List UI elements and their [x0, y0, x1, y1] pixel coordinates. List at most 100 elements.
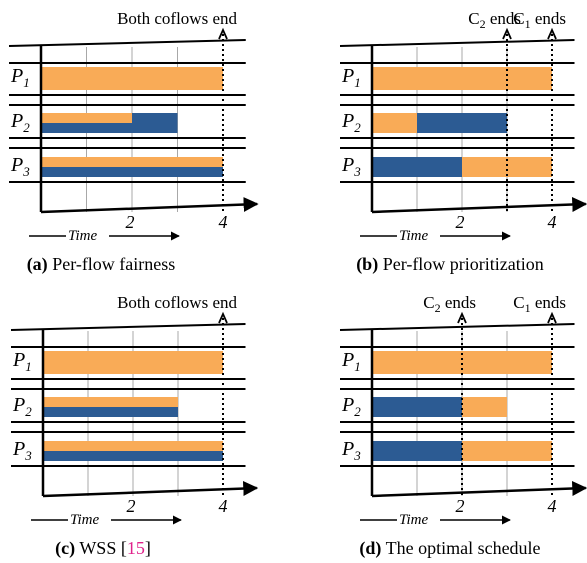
- schedule-bar-p2-orange: [462, 397, 507, 417]
- row-label-p2: P2: [341, 394, 361, 419]
- row-label-subscript: 3: [353, 448, 361, 463]
- tick-label-2: 2: [127, 496, 136, 516]
- schedule-bar-p1-orange: [372, 351, 552, 374]
- schedule-bar-p3-orange: [41, 157, 223, 167]
- row-label-p1: P1: [10, 65, 30, 90]
- row-label-p2: P2: [10, 110, 30, 135]
- row-label-subscript: 2: [354, 120, 361, 135]
- row-label-p1: P1: [341, 65, 361, 90]
- schedule-bar-p3-blue: [372, 441, 462, 461]
- row-label-p3: P3: [10, 154, 30, 179]
- x-axis: [42, 481, 259, 498]
- schedule-bar-p3-orange: [462, 441, 552, 461]
- annotation-base: C: [513, 9, 524, 28]
- annotation-base: C: [513, 293, 524, 312]
- tick-label-4: 4: [548, 496, 557, 516]
- annotation-label-c1: C1 ends: [513, 9, 566, 31]
- row-label-letter: P: [341, 438, 354, 460]
- caption-letter: (d): [359, 538, 381, 559]
- end-marker-chevron: [502, 27, 512, 40]
- annotation-label: Both coflows end: [117, 293, 237, 312]
- schedule-bar-p2-blue: [132, 113, 178, 123]
- caption-a: (a) Per-flow fairness: [27, 254, 176, 275]
- row-label-p2: P2: [341, 110, 361, 135]
- caption-letter: (a): [27, 254, 48, 275]
- time-label: Time: [399, 512, 429, 528]
- row-label-letter: P: [10, 154, 23, 176]
- row-label-letter: P: [12, 349, 25, 371]
- annotation-suffix: ends: [531, 293, 566, 312]
- row-label-letter: P: [341, 110, 354, 132]
- time-label: Time: [68, 228, 98, 244]
- caption-citation: 15: [127, 538, 145, 558]
- row-label-letter: P: [12, 438, 25, 460]
- schedule-bar-p2-blue: [372, 397, 462, 417]
- row-label-p3: P3: [341, 154, 361, 179]
- schedule-bar-p2-orange: [41, 113, 132, 123]
- row-separator-line: [8, 39, 246, 47]
- annotation-label-c1: C1 ends: [513, 293, 566, 315]
- x-axis: [371, 197, 587, 214]
- caption-text-suffix: ]: [145, 538, 151, 558]
- end-marker-chevron: [457, 311, 467, 324]
- row-label-letter: P: [12, 394, 25, 416]
- row-label-p3: P3: [341, 438, 361, 463]
- row-label-p2: P2: [12, 394, 32, 419]
- caption-b: (b) Per-flow prioritization: [356, 254, 544, 275]
- row-label-subscript: 3: [353, 164, 361, 179]
- time-label: Time: [70, 512, 100, 528]
- end-marker-chevron: [218, 311, 228, 324]
- annotation-subscript: 1: [525, 301, 531, 315]
- annotation-label-c2: C2 ends: [468, 9, 521, 31]
- row-label-subscript: 3: [22, 164, 30, 179]
- tick-label-2: 2: [456, 212, 465, 232]
- row-label-letter: P: [10, 65, 23, 87]
- end-marker-chevron: [547, 27, 557, 40]
- row-label-letter: P: [341, 65, 354, 87]
- schedule-bar-p2-orange: [372, 113, 417, 133]
- row-label-subscript: 2: [23, 120, 30, 135]
- annotation-subscript: 2: [435, 301, 441, 315]
- row-separator-line: [339, 323, 575, 331]
- x-axis: [40, 197, 259, 214]
- row-label-subscript: 2: [354, 404, 361, 419]
- row-label-subscript: 2: [25, 404, 32, 419]
- annotation-label: Both coflows end: [117, 9, 237, 28]
- row-label-letter: P: [341, 154, 354, 176]
- annotation-suffix: ends: [531, 9, 566, 28]
- tick-label-2: 2: [126, 212, 135, 232]
- tick-label-4: 4: [219, 496, 228, 516]
- caption-letter: (b): [356, 254, 378, 275]
- caption-text: Per-flow fairness: [48, 254, 176, 274]
- row-label-subscript: 1: [23, 75, 30, 90]
- annotation-base: C: [468, 9, 479, 28]
- schedule-bar-p3-orange: [43, 441, 223, 451]
- tick-label-4: 4: [548, 212, 557, 232]
- row-label-letter: P: [10, 110, 23, 132]
- schedule-bar-p2-blue: [43, 407, 178, 417]
- end-marker-chevron: [218, 27, 228, 40]
- caption-text: WSS [: [75, 538, 127, 558]
- schedule-bar-p3-blue: [43, 451, 223, 461]
- schedule-bar-p2-orange: [43, 397, 178, 407]
- caption-d: (d) The optimal schedule: [359, 538, 540, 559]
- end-marker-chevron: [547, 311, 557, 324]
- row-label-subscript: 1: [25, 359, 32, 374]
- row-label-subscript: 1: [354, 359, 361, 374]
- schedule-bar-p3-blue: [41, 167, 223, 177]
- caption-text: Per-flow prioritization: [378, 254, 544, 274]
- annotation-suffix: ends: [441, 293, 476, 312]
- x-axis: [371, 481, 587, 498]
- row-label-p1: P1: [12, 349, 32, 374]
- annotation-subscript: 2: [480, 17, 486, 31]
- time-label: Time: [399, 228, 429, 244]
- row-label-p1: P1: [341, 349, 361, 374]
- schedule-bar-p3-blue: [372, 157, 462, 177]
- schedule-bar-p2-blue: [41, 123, 178, 133]
- annotation-subscript: 1: [525, 17, 531, 31]
- row-label-subscript: 3: [24, 448, 32, 463]
